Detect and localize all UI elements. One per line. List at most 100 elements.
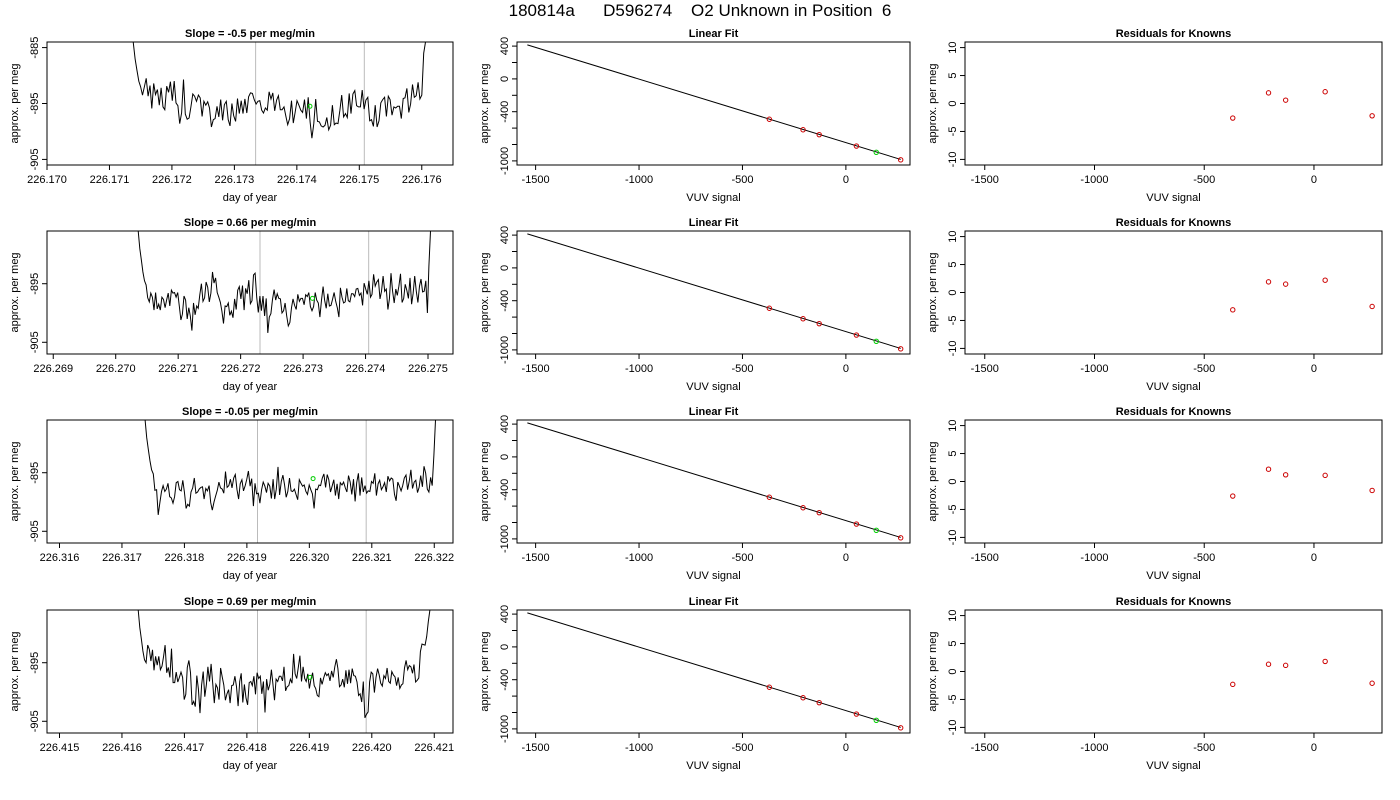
x-tick-label: 226.271 <box>158 363 198 375</box>
panel-r4-c3: Residuals for Knowns -1500 -1000 -500 0 10 5 0 -… <box>927 596 1383 772</box>
plot-frame <box>964 419 1383 544</box>
y-tick-label: -10 <box>947 340 959 356</box>
x-tick-label: -1000 <box>1080 742 1108 754</box>
known-point <box>800 505 806 511</box>
known-point <box>816 699 822 706</box>
unknown-point <box>873 149 879 155</box>
plot-frame <box>46 41 454 166</box>
x-tick-label: 226.419 <box>289 742 329 754</box>
plot-area <box>1230 277 1375 313</box>
panel-r3-c2: Linear Fit -1500 -1000 -500 0 400 0 -400 -1000 VU… <box>479 406 911 582</box>
y-tick-label: 0 <box>947 100 959 106</box>
y-tick-label: -400 <box>499 669 511 691</box>
y-axis-label: approx. per meg <box>9 252 21 332</box>
x-tick-label: 0 <box>1311 363 1317 375</box>
x-tick-label: 226.170 <box>27 174 67 186</box>
x-tick-label: 226.275 <box>408 363 448 375</box>
known-point <box>853 711 860 717</box>
panel-r3-c1: Slope = -0.05 per meg/min 226.316 226.317 2… <box>9 406 454 582</box>
unknown-point <box>873 717 879 723</box>
x-tick-label: 0 <box>1311 742 1317 754</box>
x-tick-label: -1000 <box>625 174 653 186</box>
x-tick-label: 0 <box>1311 552 1317 564</box>
known-point <box>766 116 773 122</box>
x-axis-label: VUV signal <box>1146 192 1200 204</box>
x-tick-label: 226.322 <box>414 552 454 564</box>
time-series-line <box>137 231 431 333</box>
panel-r1-c1: Slope = -0.5 per meg/min 226.170 226.171 22… <box>9 28 454 204</box>
plot-area <box>527 44 904 163</box>
y-tick-label: -905 <box>29 148 41 170</box>
y-tick-label: -1000 <box>499 336 511 364</box>
x-tick-label: -500 <box>1193 174 1215 186</box>
x-tick-label: -1500 <box>522 552 550 564</box>
unknown-point <box>307 103 313 109</box>
plot-area <box>527 422 904 541</box>
unknown-point <box>873 527 879 533</box>
residual-point <box>1265 661 1272 667</box>
y-axis-label: approx. per meg <box>9 63 21 143</box>
residual-point <box>1369 680 1375 686</box>
y-axis-label: approx. per meg <box>927 63 939 143</box>
x-axis-label: day of year <box>223 381 278 393</box>
x-tick-label: -500 <box>731 552 753 564</box>
plot-frame <box>964 609 1383 734</box>
x-tick-label: 226.320 <box>289 552 329 564</box>
plot-frame <box>516 419 911 544</box>
known-point <box>766 684 773 690</box>
x-tick-label: 226.176 <box>402 174 442 186</box>
y-tick-label: 0 <box>499 644 511 650</box>
panel-r3-c3: Residuals for Knowns -1500 -1000 -500 0 10 5 0 -… <box>927 406 1383 582</box>
panel-r2-c1: Slope = 0.66 per meg/min 226.269 226.270 22… <box>9 217 454 393</box>
y-tick-label: 5 <box>947 450 959 456</box>
residual-point <box>1369 487 1375 494</box>
panel-r2-c2: Linear Fit -1500 -1000 -500 0 400 0 -400 -1000 VU… <box>479 217 911 393</box>
y-tick-label: 0 <box>947 668 959 674</box>
residual-point <box>1322 277 1328 283</box>
y-tick-label: -5 <box>947 695 959 705</box>
x-tick-label: -1500 <box>971 174 999 186</box>
plot-frame <box>964 41 1383 166</box>
x-tick-label: 226.318 <box>165 552 205 564</box>
residual-point <box>1369 303 1375 310</box>
panel-r4-c1: Slope = 0.69 per meg/min 226.415 226.416 22… <box>9 596 454 772</box>
y-tick-label: 400 <box>499 226 511 244</box>
fit-line <box>527 44 901 160</box>
y-tick-label: 10 <box>947 609 959 621</box>
panel-title: Residuals for Knowns <box>1116 217 1232 229</box>
x-axis-label: VUV signal <box>1146 570 1200 582</box>
x-tick-label: -500 <box>731 742 753 754</box>
residual-point <box>1322 472 1328 479</box>
fit-line <box>527 233 901 349</box>
fit-line <box>527 612 901 728</box>
y-tick-label: 400 <box>499 37 511 55</box>
x-tick-label: -1500 <box>522 363 550 375</box>
plot-area <box>1230 466 1375 499</box>
known-point <box>853 332 860 338</box>
x-tick-label: -1000 <box>625 363 653 375</box>
x-axis-label: VUV signal <box>686 760 740 772</box>
x-axis-label: day of year <box>223 570 278 582</box>
x-tick-label: 226.417 <box>165 742 205 754</box>
x-axis-label: VUV signal <box>1146 760 1200 772</box>
residual-point <box>1282 472 1289 478</box>
residual-point <box>1282 281 1289 287</box>
plot-frame <box>46 609 454 734</box>
panel-r1-c3: Residuals for Knowns -1500 -1000 -500 0 10 5 0 -… <box>927 28 1383 204</box>
known-point <box>897 725 904 731</box>
panel-title: Slope = -0.5 per meg/min <box>185 28 315 40</box>
unknown-point <box>310 476 316 482</box>
plot-frame <box>46 230 454 355</box>
x-tick-label: -1000 <box>625 552 653 564</box>
x-tick-label: 226.319 <box>227 552 267 564</box>
x-tick-label: -1000 <box>1080 363 1108 375</box>
x-tick-label: 226.174 <box>277 174 317 186</box>
y-tick-label: 5 <box>947 72 959 78</box>
y-tick-label: -885 <box>29 37 41 59</box>
plot-frame <box>516 41 911 166</box>
panel-title: Linear Fit <box>689 596 739 608</box>
panel-title: Slope = 0.66 per meg/min <box>184 217 317 229</box>
known-point <box>816 131 822 138</box>
x-tick-label: 226.416 <box>102 742 142 754</box>
